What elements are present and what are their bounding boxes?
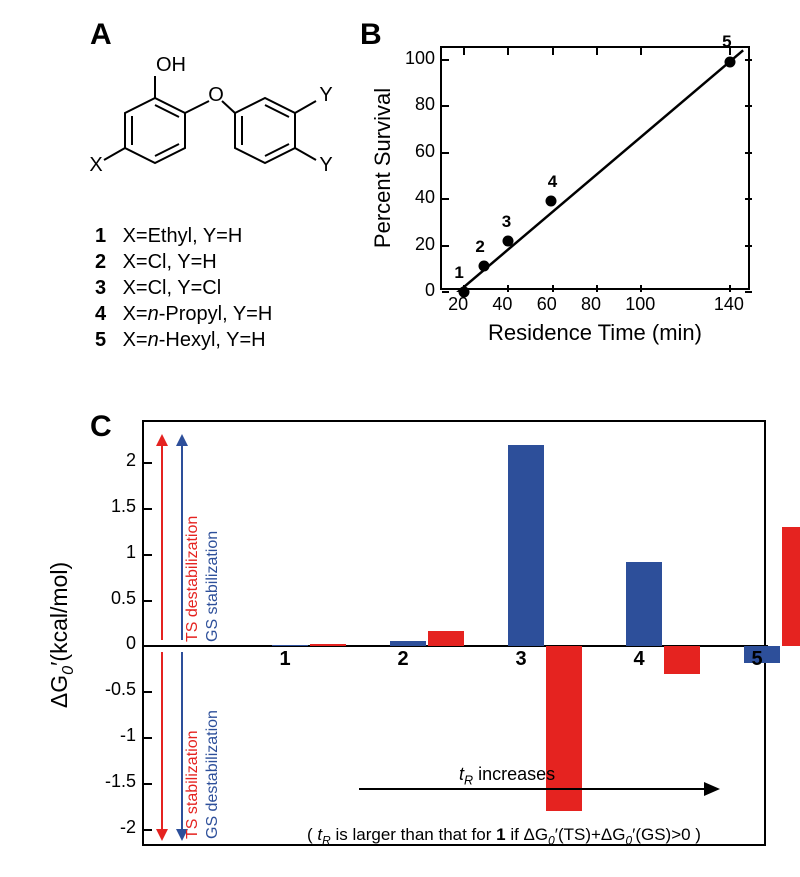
panel-c-label: C: [90, 410, 112, 444]
svg-text:OH: OH: [156, 54, 186, 76]
data-point-label: 3: [502, 212, 511, 232]
panel-c: C ΔG0′(kcal/mol) TS destabilizationGS st…: [30, 400, 770, 860]
footer-caption: ( tR is larger than that for 1 if ΔG0′(T…: [264, 825, 744, 847]
compound-legend: 1 X=Ethyl, Y=H 2 X=Cl, Y=H 3 X=Cl, Y=Cl …: [95, 223, 272, 353]
panel-b: B Percent Survival Residence Time (min) …: [355, 18, 775, 378]
svg-text:Y: Y: [319, 154, 332, 176]
svg-text:X: X: [89, 154, 102, 176]
compound-row: 1 X=Ethyl, Y=H: [95, 223, 272, 249]
ytick-label: 1: [86, 542, 136, 563]
svg-text:Y: Y: [319, 84, 332, 106]
data-point: [545, 196, 556, 207]
data-point: [479, 261, 490, 272]
ytick-label: 2: [86, 450, 136, 471]
panel-b-plot: 12345: [440, 46, 750, 290]
ytick-label: 60: [395, 141, 435, 162]
ytick-label: -0.5: [86, 679, 136, 700]
bar-ts: [428, 631, 464, 647]
ytick-label: 40: [395, 187, 435, 208]
ytick-label: 0: [86, 633, 136, 654]
xtick-label: 60: [537, 294, 557, 315]
bar-ts: [664, 646, 700, 673]
svg-text:O: O: [208, 84, 224, 106]
compound-row: 3 X=Cl, Y=Cl: [95, 275, 272, 301]
group-label: 3: [515, 648, 526, 671]
side-text: TS stabilization: [184, 730, 202, 839]
side-text: GS destabilization: [204, 710, 222, 839]
ytick-label: 100: [395, 48, 435, 69]
data-point-label: 4: [548, 172, 557, 192]
ytick-label: 80: [395, 94, 435, 115]
panel-b-label: B: [360, 18, 382, 52]
xtick-label: 100: [625, 294, 655, 315]
bar-gs: [390, 641, 426, 646]
panel-a: A OH O X: [30, 18, 360, 348]
tr-caption: tR increases: [459, 764, 555, 788]
compound-row: 5 X=n-Hexyl, Y=H: [95, 327, 272, 353]
bar-ts: [310, 644, 346, 647]
bar-gs: [508, 445, 544, 647]
xtick-label: 140: [714, 294, 744, 315]
group-label: 2: [397, 648, 408, 671]
ytick-label: 0.5: [86, 588, 136, 609]
xtick-label: 20: [448, 294, 468, 315]
side-text: TS destabilization: [184, 516, 202, 642]
side-text: GS stabilization: [204, 531, 222, 642]
data-point-label: 1: [454, 263, 463, 283]
data-point-label: 2: [475, 237, 484, 257]
panel-b-ylabel: Percent Survival: [370, 88, 396, 248]
ytick-label: 0: [395, 280, 435, 301]
xtick-label: 40: [492, 294, 512, 315]
compound-row: 4 X=n-Propyl, Y=H: [95, 301, 272, 327]
bar-ts: [782, 527, 800, 646]
compound-row: 2 X=Cl, Y=H: [95, 249, 272, 275]
bar-gs: [272, 645, 308, 647]
data-point-label: 5: [722, 32, 731, 52]
chemical-structure: OH O X Y Y: [70, 43, 350, 223]
group-label: 1: [279, 648, 290, 671]
xtick-label: 80: [581, 294, 601, 315]
bar-gs: [626, 562, 662, 646]
ytick-label: -1: [86, 725, 136, 746]
panel-b-xlabel: Residence Time (min): [440, 320, 750, 346]
ytick-label: 1.5: [86, 496, 136, 517]
group-label: 5: [751, 648, 762, 671]
ytick-label: -1.5: [86, 771, 136, 792]
group-label: 4: [633, 648, 644, 671]
ytick-label: -2: [86, 817, 136, 838]
data-point: [503, 235, 514, 246]
panel-c-ylabel: ΔG0′(kcal/mol): [46, 562, 78, 708]
ytick-label: 20: [395, 234, 435, 255]
data-point: [724, 56, 735, 67]
panel-c-plot: TS destabilizationGS stabilization TS sta…: [142, 420, 766, 846]
